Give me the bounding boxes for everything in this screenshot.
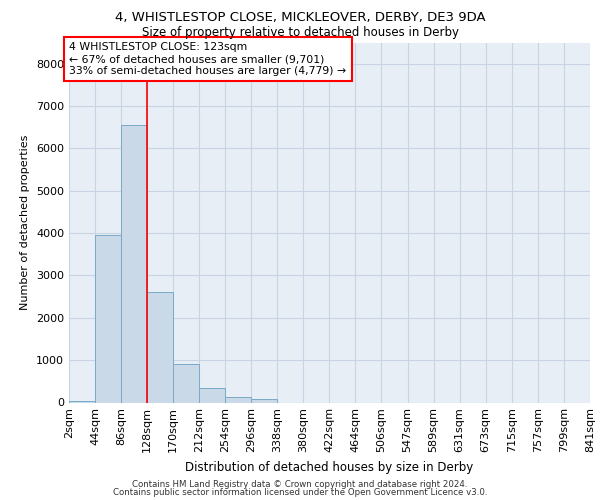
Text: Size of property relative to detached houses in Derby: Size of property relative to detached ho… — [142, 26, 458, 39]
Bar — [173, 364, 199, 403]
Bar — [69, 401, 95, 402]
Bar — [199, 388, 225, 402]
Text: Contains HM Land Registry data © Crown copyright and database right 2024.: Contains HM Land Registry data © Crown c… — [132, 480, 468, 489]
Text: Contains public sector information licensed under the Open Government Licence v3: Contains public sector information licen… — [113, 488, 487, 497]
X-axis label: Distribution of detached houses by size in Derby: Distribution of detached houses by size … — [185, 461, 473, 474]
Bar — [251, 399, 277, 402]
Text: 4 WHISTLESTOP CLOSE: 123sqm
← 67% of detached houses are smaller (9,701)
33% of : 4 WHISTLESTOP CLOSE: 123sqm ← 67% of det… — [69, 42, 346, 76]
Text: 4, WHISTLESTOP CLOSE, MICKLEOVER, DERBY, DE3 9DA: 4, WHISTLESTOP CLOSE, MICKLEOVER, DERBY,… — [115, 11, 485, 24]
Bar — [121, 125, 147, 402]
Bar — [225, 398, 251, 402]
Bar — [147, 292, 173, 403]
Y-axis label: Number of detached properties: Number of detached properties — [20, 135, 31, 310]
Bar — [95, 235, 121, 402]
